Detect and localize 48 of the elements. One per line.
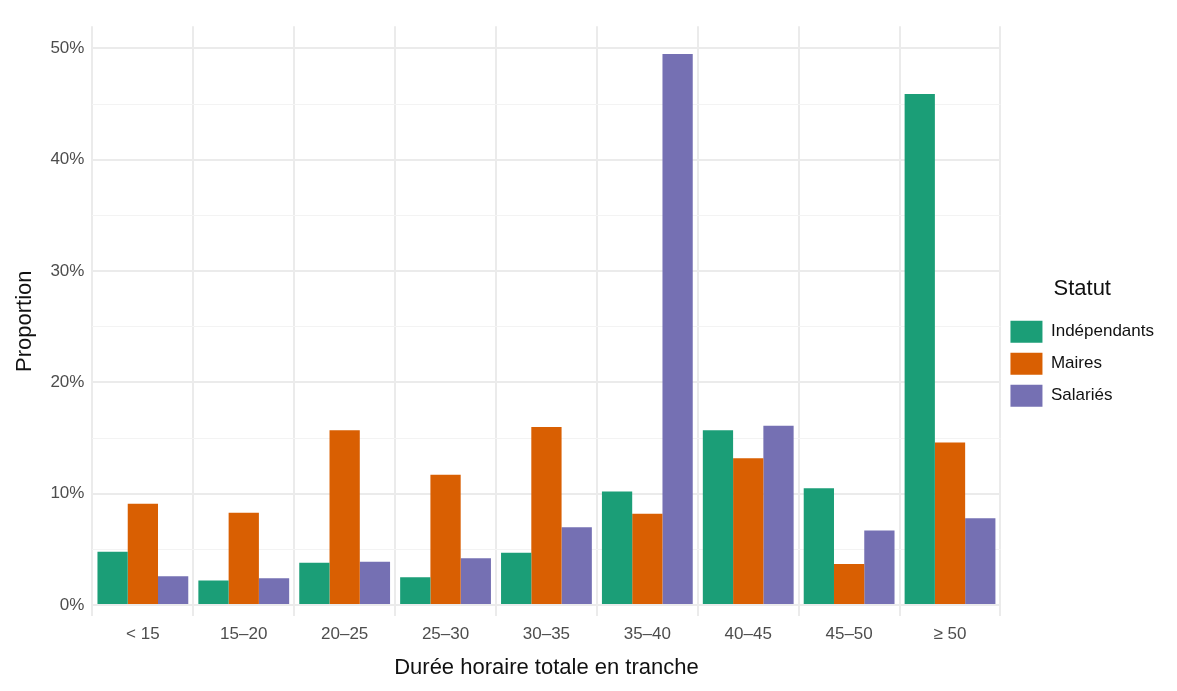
bar (904, 94, 935, 605)
legend-label: Maires (1050, 353, 1102, 373)
y-tick-label: 0% (59, 594, 85, 614)
y-tick-label: 10% (50, 483, 85, 503)
bar (965, 518, 996, 605)
x-tick-label: < 15 (126, 624, 160, 644)
bar (97, 551, 128, 605)
legend-label: Salariés (1050, 385, 1113, 405)
legend-label: Indépendants (1050, 321, 1155, 341)
x-tick-label: ≥ 50 (933, 624, 967, 644)
legend-title: Statut (1053, 275, 1111, 301)
bar (561, 527, 592, 605)
bar (864, 530, 895, 605)
bar (833, 563, 865, 605)
y-tick-label: 30% (50, 260, 85, 280)
bar (601, 491, 633, 605)
x-tick-label: 40–45 (724, 624, 772, 644)
bar (430, 474, 461, 605)
bar (158, 576, 189, 605)
bar (198, 580, 229, 605)
x-tick-label: 15–20 (220, 624, 268, 644)
y-tick-label: 50% (50, 38, 85, 58)
bar (501, 552, 532, 605)
bar (228, 512, 259, 605)
bar (127, 503, 159, 605)
y-axis-title: Proportion (11, 270, 37, 372)
bar (702, 430, 734, 605)
y-tick-label: 40% (50, 149, 85, 169)
y-tick-label: 20% (50, 372, 85, 392)
x-tick-label: 25–30 (421, 624, 470, 644)
bar (460, 558, 491, 605)
x-tick-label: 45–50 (825, 624, 873, 644)
bar (400, 577, 431, 605)
bar (733, 458, 764, 605)
x-tick-label: 30–35 (522, 624, 571, 644)
bar (934, 442, 966, 605)
bar (299, 562, 330, 605)
bar (763, 425, 794, 605)
x-axis-title: Durée horaire totale en tranche (394, 653, 699, 679)
x-tick-label: 35–40 (623, 624, 671, 644)
bar (632, 513, 663, 605)
bar (329, 430, 360, 605)
bar (531, 426, 562, 605)
bar (359, 561, 391, 605)
bar (662, 54, 693, 605)
bar (803, 488, 834, 605)
bar (258, 578, 290, 605)
x-tick-label: 20–25 (321, 624, 369, 644)
